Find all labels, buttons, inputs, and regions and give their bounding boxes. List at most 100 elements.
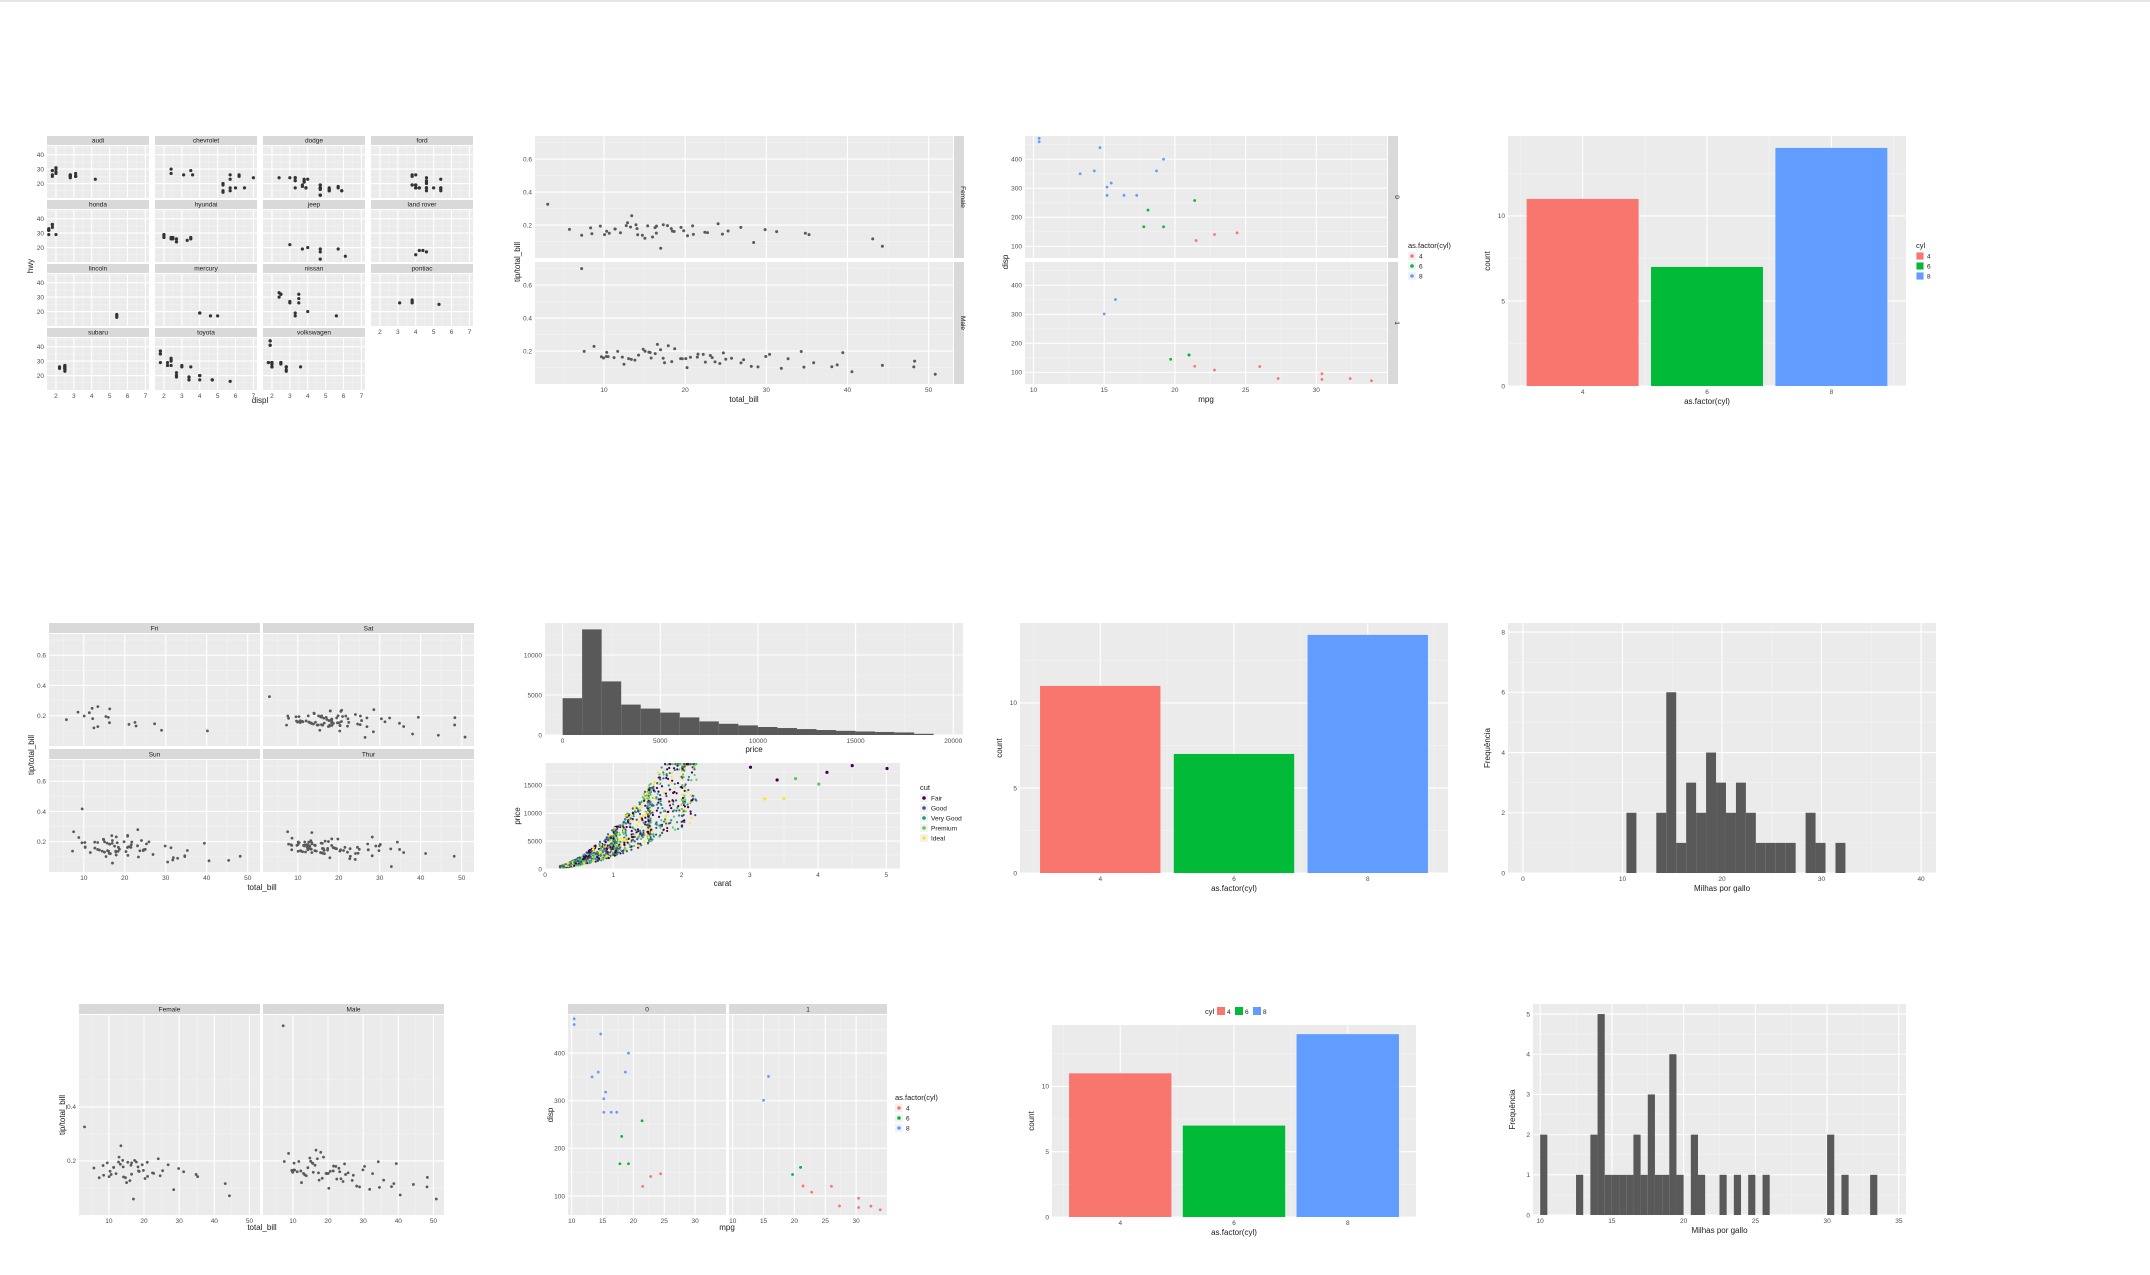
data-point (623, 837, 626, 840)
data-point (632, 835, 635, 839)
data-point (567, 862, 570, 865)
data-point (694, 814, 697, 817)
y-tick-label: 0.4 (523, 315, 532, 322)
x-axis-title: displ (252, 396, 269, 405)
y-tick-label: 30 (37, 294, 45, 301)
data-point (623, 843, 626, 846)
y-tick-label: 2 (1526, 1132, 1530, 1139)
data-point (590, 861, 593, 864)
data-point (684, 798, 687, 802)
data-point (622, 826, 625, 829)
facet-strip-label: 0 (1393, 195, 1400, 199)
data-point (304, 719, 308, 723)
data-point (651, 235, 655, 239)
data-point (251, 176, 256, 180)
data-point (286, 714, 290, 718)
data-point (656, 771, 660, 774)
y-tick-label: 4 (1501, 750, 1505, 757)
panel-background (1025, 136, 1387, 258)
data-point (678, 809, 681, 812)
data-point (322, 716, 326, 720)
data-point (299, 719, 302, 723)
data-point (343, 254, 347, 258)
data-point (327, 187, 331, 191)
data-point (685, 366, 689, 370)
legend-label: Premium (931, 826, 957, 833)
data-point (341, 1180, 345, 1183)
data-point (619, 824, 622, 827)
data-point (108, 721, 111, 725)
data-point (389, 865, 393, 868)
chart-mtcars-am-cols: 0 100 200 300 400 10 15 20 25 30 1 10 15 20 25 30 disp mp… (546, 1004, 938, 1232)
data-point (607, 856, 610, 860)
data-point (642, 829, 645, 832)
data-point (634, 832, 637, 836)
y-tick-label: 0 (1013, 870, 1017, 877)
panel-background (263, 760, 474, 872)
data-point (608, 834, 611, 837)
data-point (96, 705, 100, 709)
data-point (641, 347, 645, 351)
x-tick-label: 5000 (653, 738, 668, 745)
x-tick-label: 6 (234, 393, 238, 400)
data-point (174, 240, 179, 244)
data-point (328, 1169, 332, 1173)
x-tick-label: 10000 (749, 738, 767, 745)
data-point (652, 835, 655, 838)
legend-key (922, 806, 926, 810)
legend-label: Good (931, 806, 947, 813)
x-tick-label: 15 (599, 1218, 607, 1225)
data-point (50, 174, 54, 178)
data-point (830, 365, 834, 369)
bar-cyl-4 (1069, 1073, 1172, 1217)
data-point (326, 848, 329, 852)
histogram-bar (777, 728, 797, 735)
data-point (641, 1184, 645, 1188)
y-tick-label: 10 (1498, 213, 1506, 220)
x-axis-title: as.factor(cyl) (1211, 884, 1257, 893)
x-tick-label: 5 (432, 329, 436, 336)
data-point (644, 820, 647, 824)
data-point (136, 1165, 140, 1169)
x-tick-label: 1 (611, 872, 615, 879)
data-point (630, 848, 633, 851)
data-point (869, 1204, 873, 1208)
data-point (660, 824, 664, 828)
x-tick-label: 50 (244, 875, 252, 882)
data-point (718, 362, 722, 366)
data-point (588, 848, 592, 852)
y-tick-label: 10000 (524, 811, 542, 818)
data-point (643, 236, 647, 240)
data-point (370, 835, 374, 839)
data-point (452, 854, 456, 858)
histogram-bar (1540, 1134, 1548, 1215)
data-point (694, 798, 697, 801)
data-point (609, 1110, 613, 1114)
data-point (689, 793, 693, 797)
data-point (546, 202, 550, 206)
data-point (287, 1151, 290, 1155)
x-tick-label: 40 (1917, 876, 1925, 883)
facet-strip (47, 264, 149, 273)
bar-cyl-8 (1775, 147, 1888, 386)
data-point (647, 794, 650, 798)
data-point (619, 849, 623, 852)
data-point (752, 241, 756, 245)
x-tick-label: 15 (760, 1218, 768, 1225)
x-tick-label: 7 (252, 393, 256, 400)
data-point (681, 803, 684, 806)
data-point (622, 839, 625, 842)
data-point (410, 183, 414, 187)
bar-cyl-4 (1526, 198, 1639, 386)
x-tick-label: 40 (211, 1218, 219, 1225)
data-point (637, 353, 641, 357)
y-tick-label: 2 (1501, 810, 1505, 817)
data-point (355, 1184, 359, 1188)
x-tick-label: 20 (791, 1218, 799, 1225)
y-tick-label: 0 (538, 732, 542, 739)
data-point (634, 810, 637, 813)
data-point (463, 735, 467, 739)
y-tick-label: 40 (37, 280, 45, 287)
x-tick-label: 8 (1366, 876, 1370, 883)
data-point (339, 1177, 343, 1181)
